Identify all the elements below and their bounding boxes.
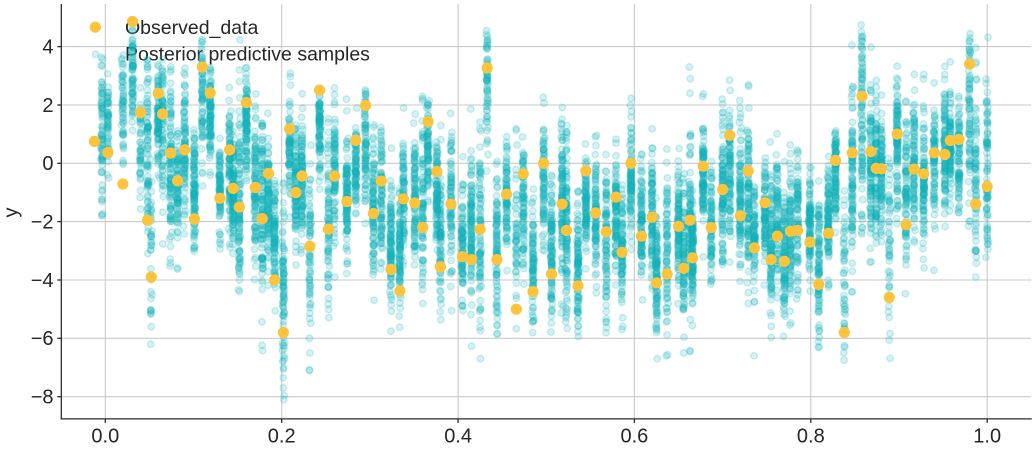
svg-text:Observed_data: Observed_data bbox=[125, 17, 258, 39]
